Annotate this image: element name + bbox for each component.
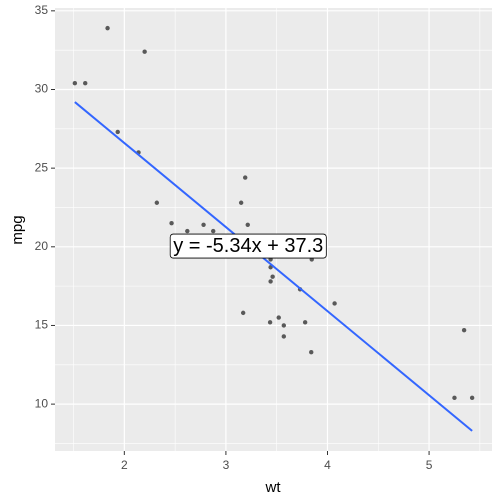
point: [211, 228, 216, 234]
point: [105, 25, 110, 31]
point: [115, 129, 120, 135]
y-tick-label: 35: [35, 3, 49, 17]
point: [281, 323, 287, 328]
x-tick-label: 5: [426, 458, 433, 472]
fit-line: [74, 101, 473, 432]
point: [142, 49, 147, 54]
point: [309, 350, 314, 355]
point: [154, 200, 160, 205]
annotation-box: [169, 233, 327, 259]
point: [302, 320, 308, 325]
point: [267, 320, 273, 325]
x-axis-title: wt: [265, 479, 282, 496]
point: [238, 200, 244, 205]
x-tick-label: 2: [121, 458, 128, 472]
point: [240, 310, 246, 316]
point: [270, 274, 275, 279]
point: [332, 301, 337, 306]
y-tick-label: 30: [35, 82, 49, 96]
point: [72, 80, 78, 86]
point: [281, 334, 287, 339]
point: [268, 279, 273, 284]
annotation: y = -5.34x + 37.3: [173, 235, 323, 257]
point: [169, 221, 174, 226]
x-tick-label: 3: [223, 458, 230, 472]
y-tick-label: 15: [35, 318, 49, 332]
point: [245, 222, 250, 227]
point: [461, 327, 467, 333]
point: [185, 228, 190, 234]
point: [243, 175, 248, 180]
point: [452, 395, 457, 401]
x-tick-label: 4: [324, 458, 331, 472]
y-axis-title: mpg: [9, 215, 26, 244]
point: [83, 80, 88, 86]
point: [276, 315, 281, 320]
panel: [55, 8, 492, 451]
point: [469, 395, 475, 401]
y-tick-label: 25: [35, 160, 49, 174]
point: [201, 222, 206, 227]
y-tick-label: 20: [35, 239, 49, 253]
y-tick-label: 10: [35, 396, 49, 410]
